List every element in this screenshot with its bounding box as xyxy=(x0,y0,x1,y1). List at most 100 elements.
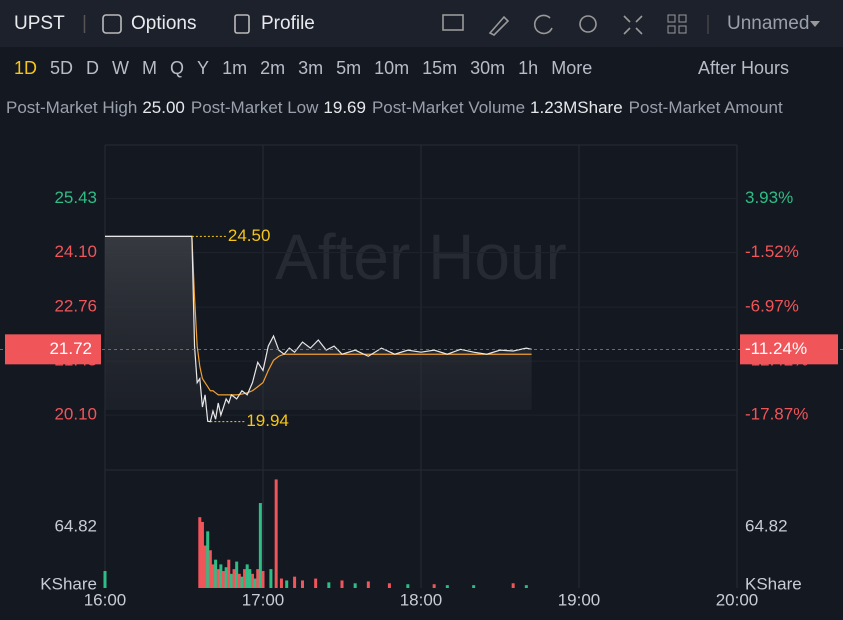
volume-bar xyxy=(211,564,215,588)
volume-bar xyxy=(406,584,410,588)
volume-bar xyxy=(269,569,273,588)
y2-tick-label: -6.97% xyxy=(745,296,799,315)
y-tick-label: 20.10 xyxy=(54,405,97,424)
header: UPST | Options Profile Unnamed xyxy=(0,0,843,47)
volume-bar xyxy=(279,578,283,588)
period-button[interactable]: M xyxy=(142,58,158,78)
volume-bar xyxy=(511,583,515,588)
volume-bar xyxy=(524,585,528,588)
volume-bar xyxy=(387,583,391,588)
volume-bar xyxy=(103,571,107,588)
volume-bar xyxy=(237,573,241,588)
x-tick-label: 18:00 xyxy=(400,590,443,609)
volume-bar xyxy=(432,584,436,588)
stat-value: 1.23MShare xyxy=(530,98,623,117)
volume-bar xyxy=(250,573,254,588)
period-button[interactable]: 1h xyxy=(518,58,539,78)
y-tick-label: 24.10 xyxy=(54,242,97,261)
volume-bar xyxy=(285,580,289,588)
tab[interactable]: Profile xyxy=(261,13,315,34)
period-button[interactable]: Q xyxy=(170,58,185,78)
period-button[interactable]: 2m xyxy=(260,58,286,78)
volume-bar xyxy=(222,571,225,588)
period-bar: 1D 5D D W M Q Y 1m 2m 3m 5m 10m 15m 30m 1h More xyxy=(14,58,592,79)
x-tick-label: 16:00 xyxy=(84,590,127,609)
volume-bar xyxy=(314,578,318,588)
period-button[interactable]: D xyxy=(86,58,100,78)
period-button[interactable]: 5m xyxy=(336,58,362,78)
price-line xyxy=(105,235,532,423)
price-line xyxy=(105,235,532,396)
volume-bar xyxy=(219,564,223,588)
volume-bar xyxy=(253,578,257,588)
annotation-label: 24.50 xyxy=(228,226,271,245)
volume-bar xyxy=(256,569,260,588)
watermark: After Hour xyxy=(275,221,567,293)
volume-bar xyxy=(224,567,228,588)
stat-label: Post-Market Volume xyxy=(371,98,526,117)
volume-bar xyxy=(227,559,231,588)
stats-row: Post-Market High 25.00 Post-Market Low 19.6… xyxy=(6,98,843,118)
volume-bar xyxy=(206,531,210,588)
divider: | xyxy=(82,13,87,34)
y-tick-label: 25.43 xyxy=(54,188,97,207)
stat-value: 25.00 xyxy=(142,98,185,117)
x-tick-label: 19:00 xyxy=(558,590,601,609)
period-button[interactable]: Y xyxy=(197,58,210,78)
symbol[interactable]: UPST xyxy=(14,13,65,34)
x-tick-label: 17:00 xyxy=(242,590,285,609)
volume-bar xyxy=(203,545,207,588)
y2-tick-label: -17.87% xyxy=(745,405,808,424)
volume-bar xyxy=(245,564,249,588)
last-price-label: 21.72 xyxy=(49,339,92,358)
volume-bar xyxy=(243,569,247,588)
period-button[interactable]: 30m xyxy=(470,58,506,78)
volume-bar xyxy=(353,583,357,588)
volume-bar xyxy=(240,576,244,588)
layout-select[interactable]: Unnamed xyxy=(727,13,810,34)
session-select[interactable]: After Hours xyxy=(698,58,790,78)
volume-tick-label: 64.82 xyxy=(54,516,97,535)
volume-bar xyxy=(229,573,233,588)
volume-bar xyxy=(293,576,297,588)
volume-bar xyxy=(445,585,449,588)
volume-bar xyxy=(235,561,239,588)
volume-bar xyxy=(208,550,212,588)
period-button[interactable]: 5D xyxy=(50,58,74,78)
stat-label: Post-Market Low xyxy=(190,98,319,117)
period-button[interactable]: 15m xyxy=(422,58,458,78)
volume-bar xyxy=(216,569,220,588)
volume-bar xyxy=(214,559,218,588)
y2-tick-label: 3.93% xyxy=(745,188,793,207)
period-button[interactable]: 1D xyxy=(14,58,38,78)
volume-bar xyxy=(274,479,278,588)
volume-unit: KShare xyxy=(40,574,97,593)
price-area xyxy=(105,236,532,422)
y2-tick-label: -1.52% xyxy=(745,242,799,261)
period-button[interactable]: More xyxy=(551,58,593,78)
volume-bar xyxy=(340,580,344,588)
volume-unit: KShare xyxy=(745,574,802,593)
last-price-box xyxy=(5,334,101,365)
volume-bar xyxy=(198,517,202,588)
volume-bar xyxy=(200,521,204,588)
volume-tick-label: 64.82 xyxy=(745,516,788,535)
stat-value: 19.69 xyxy=(323,98,366,117)
volume-bar xyxy=(472,585,476,588)
stat-label: Post-Market Amount xyxy=(628,98,783,117)
stat-label: Post-Market High xyxy=(6,98,138,117)
last-change-box xyxy=(740,334,838,365)
period-button[interactable]: 1m xyxy=(222,58,248,78)
volume-bar xyxy=(366,581,370,588)
tab[interactable]: Options xyxy=(131,13,197,34)
period-button[interactable]: W xyxy=(112,58,130,78)
volume-bar xyxy=(301,580,304,588)
period-button[interactable]: 3m xyxy=(298,58,324,78)
period-button[interactable]: 10m xyxy=(374,58,410,78)
x-tick-label: 20:00 xyxy=(716,590,759,609)
volume-bar xyxy=(258,503,262,588)
annotation-label: 19.94 xyxy=(246,411,289,430)
volume-bar xyxy=(248,569,252,588)
